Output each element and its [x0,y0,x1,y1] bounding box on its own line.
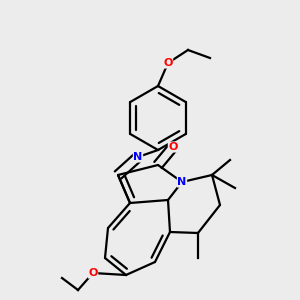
Text: N: N [177,177,187,187]
Text: O: O [88,268,98,278]
Text: N: N [134,152,142,162]
Text: O: O [168,142,178,152]
Text: O: O [163,58,173,68]
